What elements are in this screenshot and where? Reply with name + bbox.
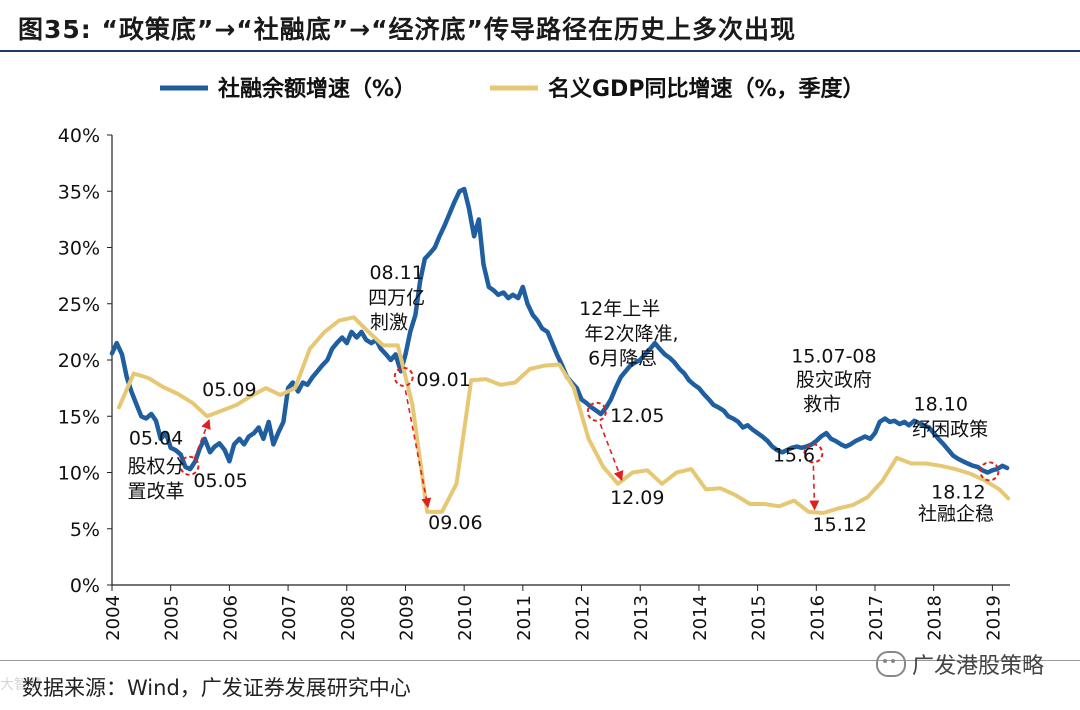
annotation-label: 股灾政府 bbox=[796, 369, 872, 391]
x-tick-label: 2008 bbox=[338, 595, 359, 641]
annotation-label: 15.6 bbox=[773, 444, 815, 466]
x-tick-label: 2009 bbox=[396, 595, 417, 641]
x-tick-label: 2006 bbox=[220, 595, 241, 641]
annotation-label: 纾困政策 bbox=[912, 418, 988, 440]
legend-label: 名义GDP同比增速（%，季度） bbox=[548, 76, 865, 102]
policy-arrow bbox=[599, 423, 624, 482]
annotation-label: 09.01 bbox=[416, 369, 470, 391]
x-tick-label: 2014 bbox=[690, 595, 711, 641]
annotation-label: 12.09 bbox=[610, 487, 664, 509]
annotation-label: 刺激 bbox=[370, 312, 408, 334]
chart-legend: 社融余额增速（%） 名义GDP同比增速（%，季度） bbox=[160, 76, 865, 102]
chart: 社融余额增速（%） 名义GDP同比增速（%，季度） 0% 5% 10% 15% 20% 25… bbox=[58, 76, 1011, 641]
annotation-label: 15.07-08 bbox=[791, 345, 876, 367]
x-tick-label: 2005 bbox=[162, 595, 183, 641]
y-tick-label: 15% bbox=[58, 406, 100, 428]
annotation-label: 四万亿 bbox=[368, 287, 425, 309]
y-tick-label: 5% bbox=[70, 519, 100, 541]
footer-divider bbox=[0, 660, 1080, 661]
annotation-label: 05.05 bbox=[193, 470, 247, 492]
brand-label: 广发港股策略 bbox=[875, 648, 1044, 680]
x-tick-label: 2011 bbox=[514, 595, 535, 641]
chart-axes: 0% 5% 10% 15% 20% 25% 30% 35% 40% 2004 2005 2006 200… bbox=[58, 125, 1010, 641]
policy-arrow bbox=[193, 418, 211, 460]
page-title: 图35: “政策底”→“社融底”→“经济底”传导路径在历史上多次出现 bbox=[18, 15, 796, 44]
policy-arrow bbox=[404, 390, 432, 509]
annotation-label: 15.12 bbox=[813, 514, 867, 536]
y-tick-label: 25% bbox=[58, 294, 100, 316]
annotation-label: 09.06 bbox=[428, 512, 482, 534]
annotation-label: 05.09 bbox=[202, 379, 256, 401]
bottom-marker-circle bbox=[803, 443, 824, 464]
annotation-label: 社融企稳 bbox=[918, 503, 994, 525]
bottom-marker-circle bbox=[586, 401, 607, 422]
annotation-label: 18.12 bbox=[931, 481, 985, 503]
wechat-icon bbox=[875, 651, 906, 677]
series-line-nominal-gdp bbox=[117, 315, 1011, 515]
policy-arrow bbox=[809, 465, 820, 511]
chart-series bbox=[109, 186, 1011, 515]
x-tick-label: 2004 bbox=[103, 595, 124, 641]
annotation-label: 置改革 bbox=[128, 480, 185, 502]
legend-label: 社融余额增速（%） bbox=[218, 76, 416, 102]
x-tick-label: 2017 bbox=[866, 595, 887, 641]
series-line-social-financing bbox=[109, 186, 1010, 475]
x-tick-label: 2007 bbox=[279, 595, 300, 641]
annotation-label: 股权分 bbox=[128, 456, 185, 478]
x-tick-label: 2018 bbox=[925, 595, 946, 641]
annotation-label: 08.11 bbox=[369, 262, 423, 284]
x-tick-label: 2013 bbox=[631, 595, 652, 641]
title-divider bbox=[0, 50, 1080, 52]
annotation-label: 18.10 bbox=[914, 394, 968, 416]
y-tick-label: 20% bbox=[58, 350, 100, 372]
bottom-marker-circle bbox=[179, 455, 200, 476]
watermark: 大智慧 bbox=[0, 677, 42, 693]
x-tick-label: 2012 bbox=[573, 595, 594, 641]
annotation-label: 12.05 bbox=[610, 405, 664, 427]
annotation-label: 年2次降准, bbox=[584, 323, 678, 345]
x-tick-label: 2019 bbox=[983, 595, 1004, 641]
x-tick-label: 2016 bbox=[807, 595, 828, 641]
x-tick-label: 2015 bbox=[749, 595, 770, 641]
bottom-marker-circle bbox=[979, 461, 1000, 482]
brand-text: 广发港股策略 bbox=[911, 654, 1044, 679]
source-note: 数据来源：Wind，广发证券发展研究中心 bbox=[22, 676, 411, 700]
annotation-label: 救市 bbox=[803, 394, 841, 416]
annotation-label: 12年上半 bbox=[579, 298, 660, 320]
y-tick-label: 30% bbox=[58, 238, 100, 260]
annotation-label: 6月降息 bbox=[588, 348, 657, 370]
annotation-label: 05.04 bbox=[129, 427, 183, 449]
bottom-marker-circle bbox=[393, 366, 414, 387]
x-tick-label: 2010 bbox=[455, 595, 476, 641]
y-tick-label: 35% bbox=[58, 181, 100, 203]
y-tick-label: 40% bbox=[58, 125, 100, 147]
y-tick-label: 0% bbox=[70, 575, 100, 597]
y-tick-label: 10% bbox=[58, 463, 100, 485]
